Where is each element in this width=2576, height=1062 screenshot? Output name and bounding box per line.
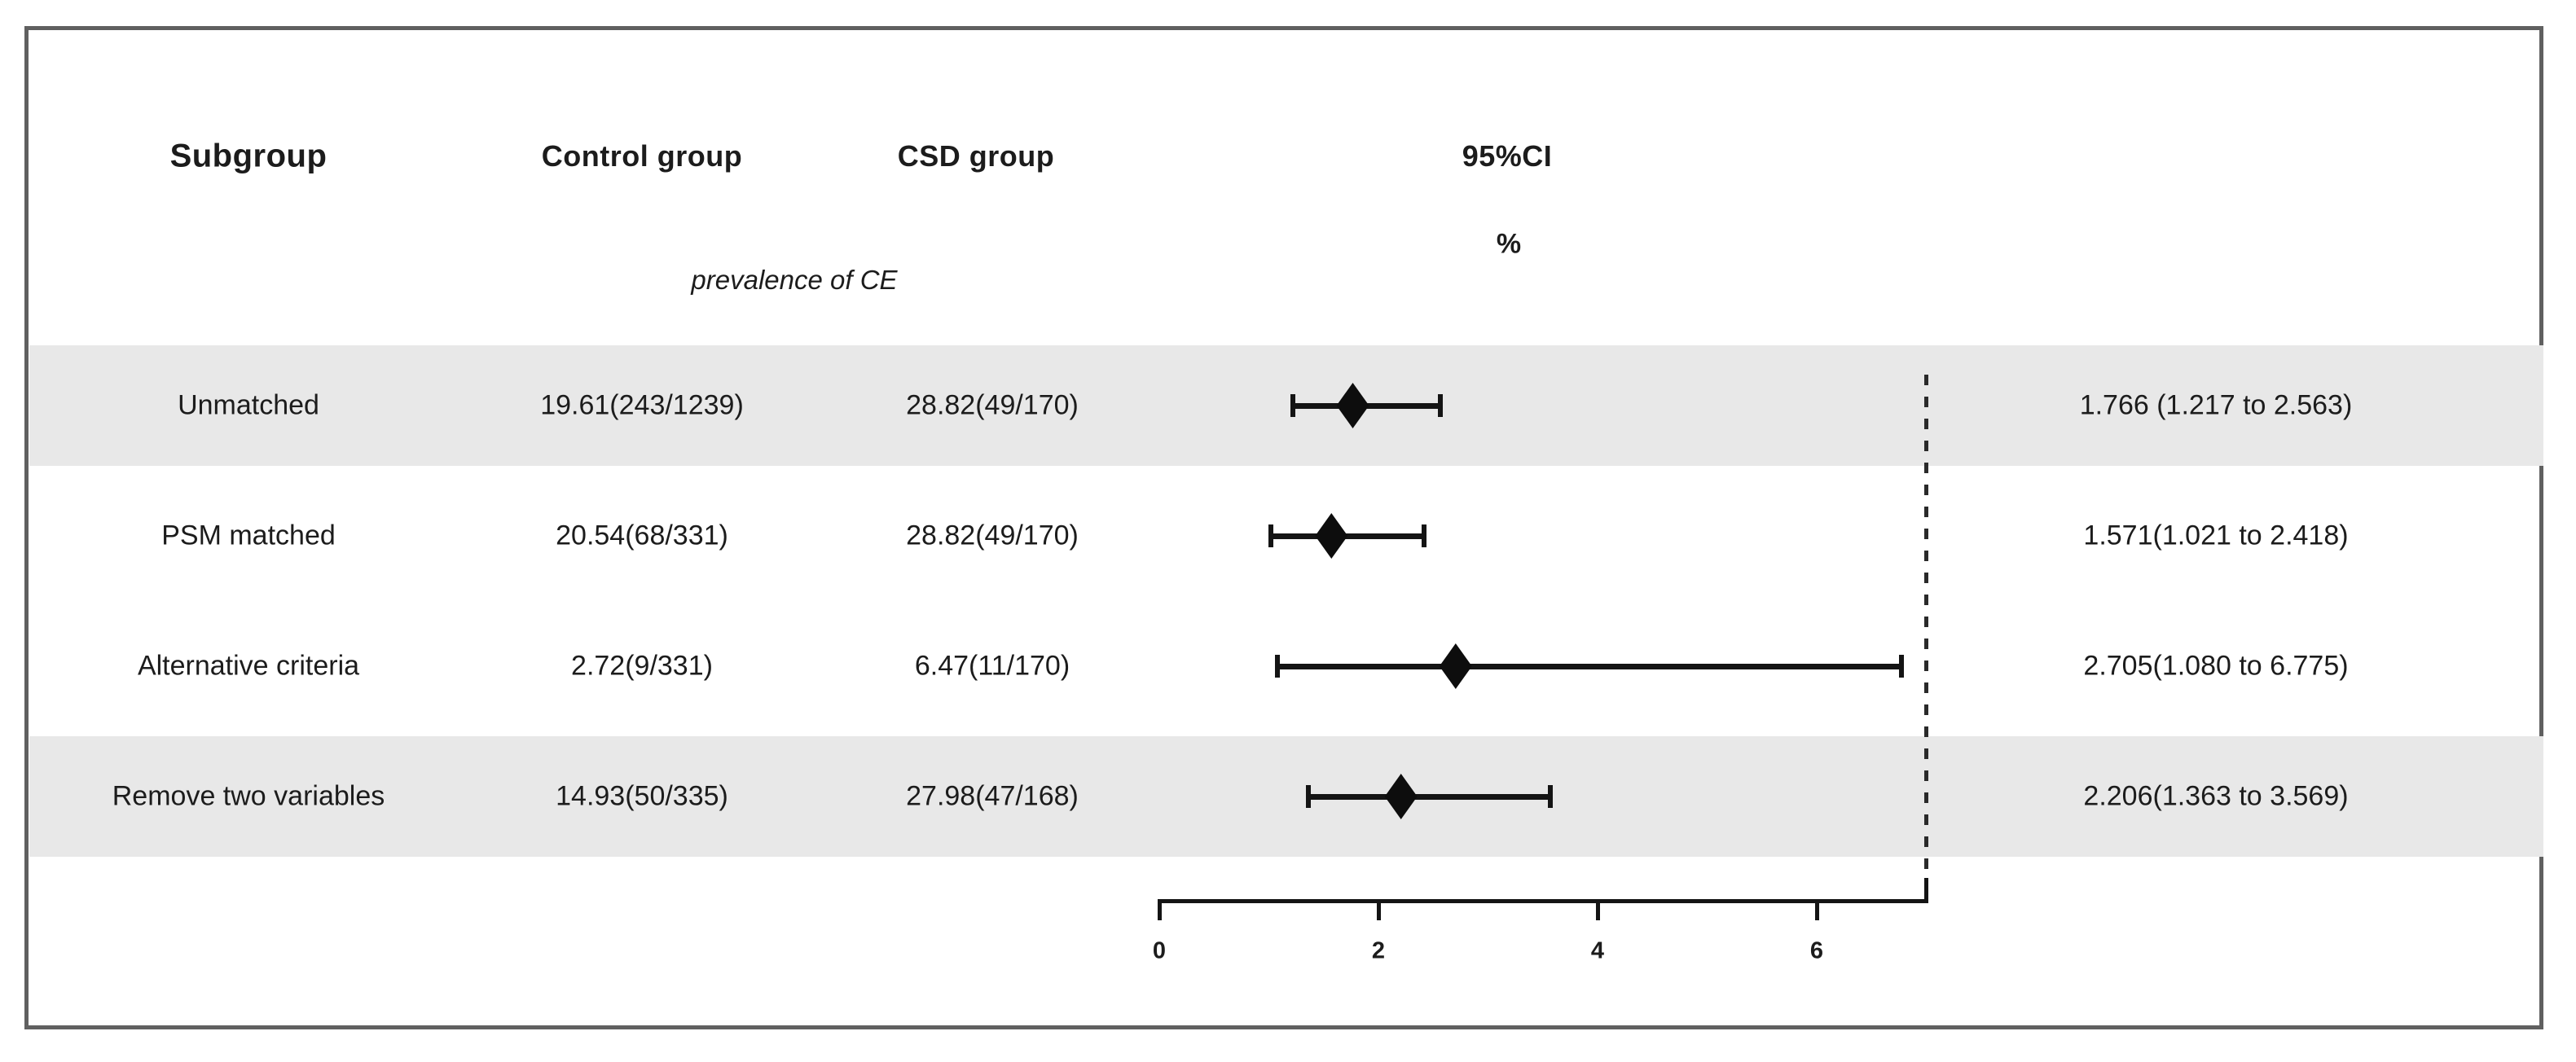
row-stripe bbox=[29, 345, 2543, 466]
x-axis-tick-label: 6 bbox=[1809, 937, 1824, 964]
prevalence-of-ce-label: prevalence of CE bbox=[691, 265, 898, 295]
ci-upper-cap bbox=[1422, 524, 1427, 547]
x-axis-tick bbox=[1377, 899, 1381, 920]
column-header-csd-group: CSD group bbox=[897, 139, 1055, 173]
x-axis-tick-label: 0 bbox=[1152, 937, 1167, 964]
ci-lower-cap bbox=[1275, 655, 1281, 678]
table-row: PSM matched 20.54(68/331) 28.82(49/170) … bbox=[0, 476, 2576, 596]
control-prevalence-value: 20.54(68/331) bbox=[556, 520, 728, 551]
ci-line bbox=[1277, 664, 1902, 669]
subgroup-label: PSM matched bbox=[161, 520, 336, 551]
subgroup-label: Alternative criteria bbox=[137, 650, 360, 682]
ci-line bbox=[1308, 794, 1551, 800]
ci-lower-cap bbox=[1268, 524, 1274, 547]
figure-border bbox=[24, 26, 2543, 1029]
subgroup-label: Unmatched bbox=[178, 389, 319, 421]
x-axis-line bbox=[1159, 899, 1928, 903]
reference-dotted-line bbox=[1924, 375, 1928, 881]
x-axis-tick-label: 4 bbox=[1590, 937, 1605, 964]
csd-prevalence-value: 28.82(49/170) bbox=[906, 389, 1079, 421]
ci-line bbox=[1271, 533, 1425, 539]
percent-unit-label: % bbox=[1496, 228, 1522, 260]
ci-lower-cap bbox=[1306, 785, 1312, 808]
control-prevalence-value: 2.72(9/331) bbox=[571, 650, 713, 682]
x-axis-tick bbox=[1815, 899, 1819, 920]
x-axis-tick bbox=[1596, 899, 1600, 920]
csd-prevalence-value: 28.82(49/170) bbox=[906, 520, 1079, 551]
table-row: Remove two variables 14.93(50/335) 27.98… bbox=[0, 736, 2576, 857]
estimate-ci-text: 2.705(1.080 to 6.775) bbox=[2083, 650, 2349, 682]
x-axis-tick-label: 2 bbox=[1371, 937, 1386, 964]
control-prevalence-value: 14.93(50/335) bbox=[556, 780, 728, 812]
estimate-ci-text: 2.206(1.363 to 3.569) bbox=[2083, 780, 2349, 812]
ci-upper-cap bbox=[1437, 394, 1443, 417]
column-header-subgroup: Subgroup bbox=[169, 138, 327, 174]
subgroup-label: Remove two variables bbox=[112, 780, 385, 812]
ci-upper-cap bbox=[1899, 655, 1905, 678]
table-row: Alternative criteria 2.72(9/331) 6.47(11… bbox=[0, 606, 2576, 726]
x-axis-right-endcap bbox=[1924, 878, 1928, 901]
column-header-control-group: Control group bbox=[541, 139, 743, 173]
estimate-ci-text: 1.571(1.021 to 2.418) bbox=[2083, 520, 2349, 551]
csd-prevalence-value: 27.98(47/168) bbox=[906, 780, 1079, 812]
csd-prevalence-value: 6.47(11/170) bbox=[914, 650, 1070, 682]
ci-lower-cap bbox=[1290, 394, 1295, 417]
estimate-ci-text: 1.766 (1.217 to 2.563) bbox=[2079, 389, 2353, 421]
ci-upper-cap bbox=[1548, 785, 1554, 808]
control-prevalence-value: 19.61(243/1239) bbox=[540, 389, 744, 421]
table-row: Unmatched 19.61(243/1239) 28.82(49/170) … bbox=[0, 345, 2576, 466]
x-axis-tick bbox=[1158, 899, 1162, 920]
column-header-95ci: 95%CI bbox=[1462, 139, 1553, 173]
row-stripe bbox=[29, 736, 2543, 857]
